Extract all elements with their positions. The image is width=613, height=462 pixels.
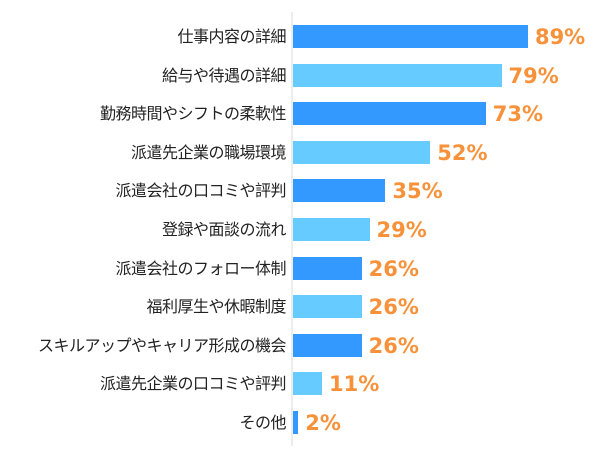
bar <box>293 333 362 357</box>
bar-row: 派遣先企業の口コミや評判 11% <box>0 365 613 403</box>
value-label: 11% <box>329 372 380 397</box>
category-label: 派遣会社のフォロー体制 <box>115 258 286 278</box>
bar <box>293 102 486 126</box>
value-label: 73% <box>492 102 543 127</box>
category-label: 派遣先企業の職場環境 <box>130 142 287 162</box>
bar <box>293 295 362 319</box>
bar-row: 福利厚生や休暇制度 26% <box>0 288 613 326</box>
bar-row: 派遣会社のフォロー体制 26% <box>0 250 613 288</box>
y-axis-line <box>291 12 293 446</box>
bar-row: 給与や待遇の詳細 79% <box>0 57 613 95</box>
category-label: 給与や待遇の詳細 <box>161 65 287 85</box>
bar <box>293 218 370 241</box>
bar <box>293 411 299 434</box>
category-label: 勤務時間やシフトの柔軟性 <box>99 104 287 124</box>
value-label: 35% <box>392 179 443 204</box>
category-label: 福利厚生や休暇制度 <box>146 297 286 317</box>
bar-row: その他 2% <box>0 404 613 442</box>
bar <box>293 256 362 280</box>
bar <box>293 140 431 164</box>
category-label: その他 <box>239 413 286 432</box>
bar-row: 派遣先企業の職場環境 52% <box>0 134 613 172</box>
bar <box>293 179 386 203</box>
bar <box>293 25 528 48</box>
value-label: 26% <box>368 333 419 358</box>
category-label: スキルアップやキャリア形成の機会 <box>37 335 287 355</box>
category-label: 派遣会社の口コミや評判 <box>115 181 286 201</box>
bar <box>293 63 502 87</box>
category-label: 仕事内容の詳細 <box>177 27 286 46</box>
value-label: 89% <box>534 25 586 49</box>
value-label: 26% <box>368 256 419 281</box>
bar-row: スキルアップやキャリア形成の機会 26% <box>0 327 613 365</box>
bar <box>293 372 323 396</box>
value-label: 26% <box>368 295 419 320</box>
category-label: 派遣先企業の口コミや評判 <box>99 374 287 394</box>
value-label: 79% <box>508 63 559 88</box>
category-label: 登録や面談の流れ <box>161 220 287 239</box>
bar-row: 登録や面談の流れ 29% <box>0 211 613 249</box>
value-label: 2% <box>305 411 341 435</box>
bar-row: 派遣会社の口コミや評判 35% <box>0 172 613 210</box>
bar-row: 勤務時間やシフトの柔軟性 73% <box>0 95 613 133</box>
bar-row: 仕事内容の詳細 89% <box>0 18 613 56</box>
value-label: 52% <box>437 140 488 165</box>
value-label: 29% <box>376 218 427 242</box>
